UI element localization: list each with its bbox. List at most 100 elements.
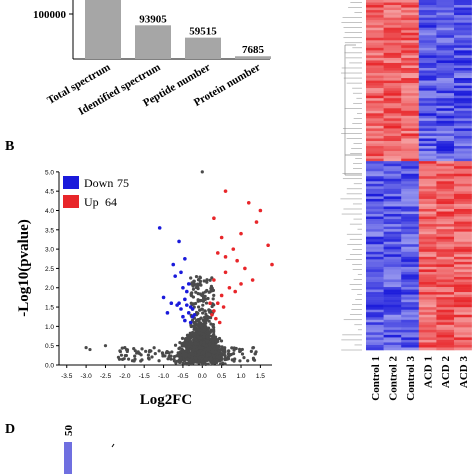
heatmap-cell [366, 287, 384, 290]
heatmap-cell [418, 266, 437, 270]
heatmap-cell [436, 85, 455, 89]
heatmap-cell [383, 141, 402, 144]
heatmap-cell [436, 176, 455, 180]
volcano-x-tick-label: 0.5 [217, 373, 226, 380]
heatmap-cell [401, 70, 420, 74]
heatmap-cell [401, 120, 420, 124]
heatmap-cell [366, 279, 384, 283]
heatmap-cell [436, 90, 455, 94]
heatmap-cell [366, 171, 384, 175]
ns-point [202, 350, 206, 354]
up-point [212, 278, 216, 282]
heatmap-cell [454, 219, 472, 222]
heatmap-cell [454, 181, 472, 185]
heatmap-cell [401, 60, 420, 64]
down-point [173, 274, 177, 278]
ns-point [204, 347, 208, 351]
ns-point [200, 170, 204, 174]
heatmap-cell [366, 264, 384, 268]
heatmap-cell [436, 115, 455, 119]
heatmap-cell [401, 347, 420, 351]
heatmap-cell [436, 30, 455, 34]
heatmap-cell [436, 123, 455, 127]
heatmap-cell [401, 85, 420, 89]
heatmap-cell [454, 80, 472, 84]
heatmap-cell [418, 317, 437, 321]
up-point [239, 282, 243, 286]
heatmap-cell [418, 244, 437, 248]
heatmap-cell [418, 156, 437, 159]
heatmap-cell [454, 151, 472, 154]
heatmap-cell [366, 251, 384, 255]
ns-point [180, 336, 185, 340]
heatmap-cell [436, 83, 455, 86]
heatmap-cell [436, 206, 455, 210]
ns-point [210, 334, 214, 338]
heatmap-cell [436, 259, 455, 263]
heatmap-cell [383, 231, 402, 235]
heatmap-cell [436, 289, 455, 293]
ns-point [199, 283, 203, 287]
heatmap-cell [454, 108, 472, 112]
heatmap-cell [383, 30, 402, 34]
heatmap-cell [366, 176, 384, 180]
bar-3 [185, 37, 221, 59]
heatmap-cell [436, 224, 455, 227]
heatmap-cell [383, 183, 402, 187]
heatmap-cell [366, 15, 384, 18]
heatmap-cell [401, 2, 420, 6]
heatmap-cell [401, 123, 420, 127]
ns-point [133, 354, 137, 358]
heatmap-cell [454, 35, 472, 39]
heatmap-cell [436, 266, 455, 270]
ns-point [140, 358, 144, 362]
heatmap-cell [436, 327, 455, 331]
heatmap-column-label: Control 2 [387, 356, 399, 401]
heatmap-cell [383, 234, 402, 237]
heatmap-cell [383, 314, 402, 318]
heatmap-cell [401, 314, 420, 318]
ns-point [195, 319, 199, 323]
heatmap-cell [454, 231, 472, 235]
heatmap-cell [436, 25, 455, 28]
heatmap-cell [383, 15, 402, 18]
heatmap-cell [436, 171, 455, 175]
heatmap-cell [454, 234, 472, 237]
heatmap-cell [401, 241, 420, 245]
heatmap-cell [383, 274, 402, 278]
heatmap-cell [383, 254, 402, 258]
heatmap-cell [366, 7, 384, 11]
heatmap-cell [454, 120, 472, 124]
heatmap-cell [454, 15, 472, 18]
heatmap-cell [401, 302, 420, 305]
heatmap-cell [454, 239, 472, 243]
heatmap-cell [454, 327, 472, 331]
heatmap-cell [401, 224, 420, 227]
heatmap-cell [383, 319, 402, 323]
heatmap-cell [366, 244, 384, 248]
ns-point [184, 352, 188, 357]
ns-point [173, 343, 178, 347]
ns-point [191, 359, 196, 364]
heatmap-cell [401, 193, 420, 197]
heatmap-cell [401, 57, 420, 61]
heatmap-cell [401, 143, 420, 147]
heatmap-cell [454, 289, 472, 293]
heatmap-cell [383, 302, 402, 305]
legend-swatch-down [63, 176, 79, 189]
heatmap-cell [454, 256, 472, 260]
heatmap-cell [418, 161, 437, 164]
heatmap-cell [401, 216, 420, 220]
heatmap-cell [383, 148, 402, 152]
heatmap-cell [436, 319, 455, 323]
heatmap-cell [418, 32, 437, 36]
ns-point [157, 349, 161, 353]
heatmap-cell [436, 35, 455, 39]
heatmap-cell [418, 133, 437, 137]
heatmap-cell [401, 214, 420, 217]
heatmap-cell [454, 302, 472, 305]
heatmap-cell [366, 168, 384, 172]
heatmap-cell [401, 50, 420, 54]
ns-point [197, 349, 202, 354]
ns-point [207, 343, 212, 347]
